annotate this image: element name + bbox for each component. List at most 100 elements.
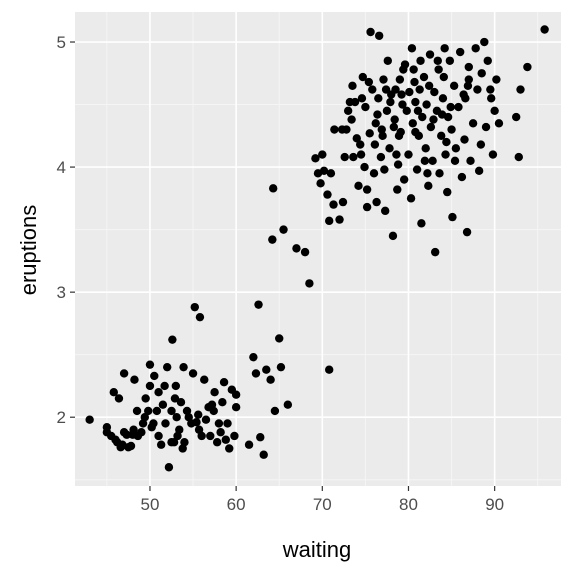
- data-point: [256, 433, 265, 442]
- data-point: [426, 122, 436, 132]
- data-point: [397, 90, 406, 99]
- data-point: [372, 197, 381, 207]
- data-point: [377, 125, 386, 134]
- data-point: [362, 185, 372, 194]
- data-point: [119, 369, 129, 378]
- data-point: [448, 212, 457, 222]
- data-point: [225, 444, 234, 453]
- data-point: [405, 87, 414, 97]
- data-point: [374, 31, 384, 40]
- data-point: [445, 56, 455, 65]
- data-point: [391, 85, 400, 94]
- data-point: [354, 181, 363, 191]
- data-point: [399, 65, 408, 74]
- x-tick-label: 90: [485, 495, 504, 514]
- data-point: [511, 112, 521, 122]
- data-point: [268, 184, 278, 193]
- data-point: [325, 216, 334, 226]
- data-point: [145, 360, 155, 369]
- data-point: [318, 150, 327, 159]
- data-point: [330, 125, 339, 134]
- data-point: [194, 425, 204, 434]
- data-point: [169, 438, 179, 447]
- data-point: [221, 435, 230, 444]
- data-point: [393, 160, 403, 169]
- data-point: [430, 87, 439, 97]
- data-point: [343, 106, 353, 116]
- x-axis-title: waiting: [282, 537, 351, 562]
- data-point: [168, 335, 177, 344]
- data-point: [161, 419, 170, 428]
- data-point: [283, 400, 293, 409]
- data-point: [488, 150, 498, 159]
- data-point: [416, 56, 425, 65]
- data-point: [279, 225, 288, 234]
- data-point: [389, 122, 399, 132]
- data-point: [388, 231, 398, 241]
- data-point: [476, 140, 486, 149]
- data-point: [411, 127, 420, 137]
- data-point: [410, 77, 419, 87]
- data-point: [195, 312, 205, 322]
- data-point: [412, 165, 422, 174]
- data-point: [370, 140, 380, 149]
- data-point: [259, 450, 268, 459]
- data-point: [460, 135, 469, 144]
- data-point: [443, 187, 452, 197]
- data-points: [85, 25, 549, 472]
- data-point: [210, 388, 219, 397]
- data-point: [129, 425, 138, 434]
- data-point: [251, 369, 261, 378]
- data-point: [340, 152, 349, 162]
- data-point: [409, 65, 418, 74]
- y-tick-label: 2: [57, 408, 66, 427]
- data-point: [212, 438, 222, 447]
- data-point: [356, 150, 366, 159]
- data-point: [132, 406, 142, 416]
- data-point: [429, 115, 438, 124]
- data-point: [362, 202, 372, 212]
- data-point: [442, 137, 451, 147]
- data-point: [447, 125, 456, 134]
- data-point: [417, 219, 426, 228]
- data-point: [483, 56, 492, 65]
- data-point: [275, 334, 284, 343]
- major-gridlines: [75, 12, 561, 486]
- data-point: [140, 413, 149, 422]
- data-point: [487, 94, 496, 103]
- data-point: [218, 398, 227, 407]
- data-point: [392, 150, 401, 159]
- data-point: [418, 112, 427, 122]
- data-point: [368, 85, 377, 94]
- data-point: [192, 418, 201, 427]
- data-point: [395, 75, 405, 84]
- data-point: [116, 443, 125, 452]
- data-point: [149, 419, 158, 428]
- data-point: [323, 190, 332, 199]
- data-point: [141, 394, 150, 403]
- data-point: [325, 365, 334, 374]
- data-point: [249, 352, 258, 362]
- data-point: [514, 152, 523, 162]
- data-point: [437, 131, 446, 141]
- data-point: [366, 27, 375, 37]
- data-point: [160, 381, 169, 391]
- data-point: [435, 169, 444, 178]
- data-point: [209, 406, 218, 416]
- data-point: [268, 235, 277, 244]
- data-point: [254, 300, 263, 309]
- data-point: [206, 431, 215, 441]
- data-point: [374, 94, 383, 103]
- data-point: [311, 154, 320, 163]
- data-point: [231, 403, 241, 412]
- data-point: [361, 102, 370, 112]
- data-point: [358, 72, 368, 82]
- data-point: [441, 150, 450, 159]
- data-point: [382, 106, 392, 116]
- data-point: [109, 388, 118, 397]
- data-point: [486, 85, 495, 94]
- data-point: [172, 413, 181, 422]
- data-point: [477, 69, 486, 78]
- data-point: [360, 162, 369, 172]
- data-point: [439, 72, 449, 82]
